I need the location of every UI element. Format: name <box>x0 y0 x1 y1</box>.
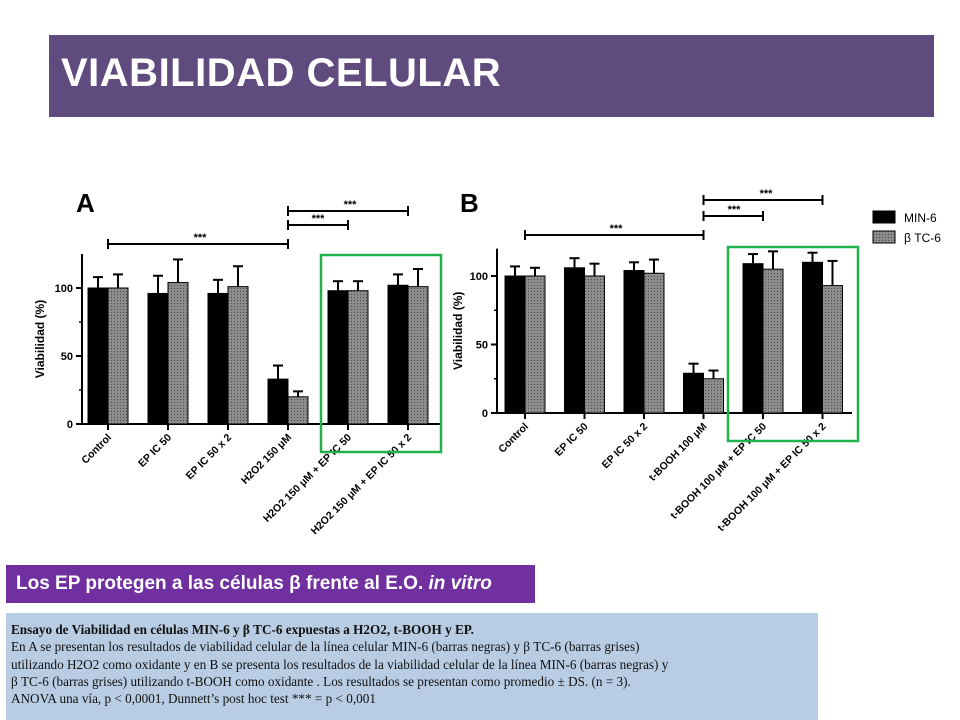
chart-legend: MIN-6 β TC-6 <box>872 210 941 245</box>
panel-label: B <box>460 188 479 218</box>
legend-swatch <box>872 210 896 224</box>
significance-label: *** <box>728 204 742 216</box>
bar-btc6 <box>287 396 309 425</box>
bar-min6 <box>623 270 645 414</box>
caption-text: Ensayo de Viabilidad en células MIN-6 y … <box>11 621 811 707</box>
bar-btc6 <box>407 286 429 425</box>
significance-label: *** <box>344 199 358 211</box>
bar-btc6 <box>347 290 369 425</box>
title-banner: VIABILIDAD CELULAR <box>49 35 934 117</box>
x-category-label: EP IC 50 <box>136 432 174 470</box>
subtitle-main: Los EP protegen a las células β frente a… <box>16 573 429 594</box>
caption-box: Ensayo de Viabilidad en células MIN-6 y … <box>6 613 818 720</box>
highlight-box <box>726 245 860 443</box>
bar-btc6 <box>703 378 724 414</box>
bar-min6 <box>802 261 823 414</box>
significance-label: *** <box>312 213 326 225</box>
caption-line: En A se presentan los resultados de viab… <box>11 639 640 655</box>
y-tick-label: 100 <box>55 283 73 295</box>
highlight-box <box>319 253 443 454</box>
significance-label: *** <box>194 232 208 244</box>
y-tick-label: 100 <box>470 271 488 283</box>
caption-line: utilizando H2O2 como oxidante y en B se … <box>11 656 669 672</box>
y-tick-label: 0 <box>482 408 488 420</box>
legend-label: β TC-6 <box>904 231 941 245</box>
x-category-label: EP IC 50 <box>553 421 591 459</box>
caption-title: Ensayo de Viabilidad en células MIN-6 y … <box>11 622 474 637</box>
y-axis-label: Viabilidad (%) <box>451 292 465 370</box>
bar-min6 <box>327 290 349 425</box>
caption-line: β TC-6 (barras grises) utilizando t-BOOH… <box>11 673 631 689</box>
bar-min6 <box>387 284 409 425</box>
panel-label: A <box>76 188 95 218</box>
bar-min6 <box>564 267 585 414</box>
x-category-label: t-BOOH 100 μM + EP IC 50 x 2 <box>715 421 828 534</box>
bar-min6 <box>267 378 289 425</box>
x-category-label: H2O2 150 μM <box>239 431 294 486</box>
bar-min6 <box>147 292 169 425</box>
bar-btc6 <box>822 285 843 414</box>
x-category-label: t-BOOH 100 μM <box>647 420 710 483</box>
page-title: VIABILIDAD CELULAR <box>61 51 502 95</box>
x-category-label: t-BOOH 100 μM + EP IC 50 <box>668 421 769 522</box>
bar-min6 <box>742 263 764 414</box>
y-tick-label: 0 <box>67 419 73 431</box>
bar-btc6 <box>524 275 546 414</box>
x-category-label: Control <box>496 421 531 456</box>
bar-min6 <box>504 275 526 414</box>
significance-label: *** <box>760 188 774 200</box>
bar-min6 <box>683 372 704 414</box>
bar-btc6 <box>584 275 605 414</box>
bar-btc6 <box>167 282 189 425</box>
subtitle-text: Los EP protegen a las células β frente a… <box>16 573 492 595</box>
y-tick-label: 50 <box>476 340 488 352</box>
chart-panel-a: A 0 50 100 Viabilidad (%) Control EP IC 50 EP I… <box>33 188 443 538</box>
y-axis-label: Viabilidad (%) <box>33 300 47 378</box>
legend-label: MIN-6 <box>904 211 937 225</box>
significance-label: *** <box>610 223 624 235</box>
x-category-label: EP IC 50 x 2 <box>600 421 651 472</box>
subtitle-italic: in vitro <box>428 573 492 594</box>
bar-btc6 <box>227 286 249 425</box>
x-category-label: H2O2 150 μM + EP IC 50 x 2 <box>309 432 415 538</box>
bar-min6 <box>87 287 109 425</box>
x-category-label: Control <box>79 432 114 467</box>
bar-btc6 <box>107 287 129 425</box>
chart-panel-b: B 0 50 100 Viabilidad (%) Control EP IC 50 EP I… <box>451 188 860 534</box>
subtitle-banner: Los EP protegen a las células β frente a… <box>6 565 535 603</box>
x-category-label: EP IC 50 x 2 <box>184 432 235 483</box>
caption-line: ANOVA una vía, p < 0,0001, Dunnett’s pos… <box>11 691 376 707</box>
y-tick-label: 50 <box>61 351 73 363</box>
bar-min6 <box>207 292 229 425</box>
bar-btc6 <box>643 272 665 414</box>
bar-btc6 <box>762 268 784 414</box>
legend-swatch <box>872 230 896 244</box>
